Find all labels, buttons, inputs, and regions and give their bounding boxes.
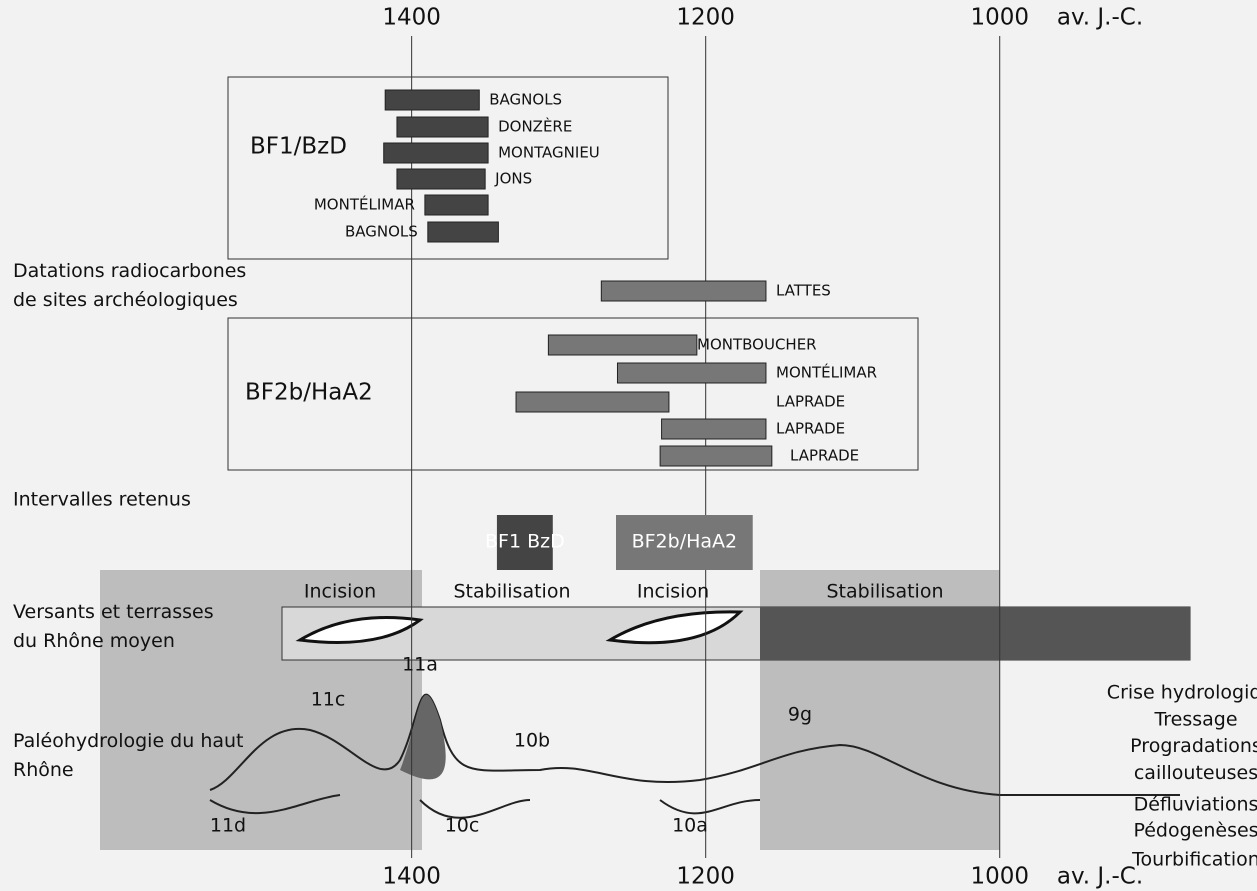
date-bar xyxy=(396,168,486,190)
date-bar xyxy=(600,280,767,302)
site-label: MONTÉLIMAR xyxy=(314,195,415,214)
date-bar xyxy=(424,194,489,216)
interval-box xyxy=(496,515,553,570)
date-bar xyxy=(383,142,489,164)
date-bar xyxy=(384,89,480,111)
site-label: LAPRADE xyxy=(776,420,845,438)
row-label: Datations radiocarbones de sites archéolo… xyxy=(13,260,246,311)
curve-label: 9g xyxy=(788,704,812,726)
group-box xyxy=(227,317,919,471)
site-label: MONTÉLIMAR xyxy=(776,363,877,382)
curve-label: 11c xyxy=(311,689,346,711)
curve-label: 10a xyxy=(672,815,708,837)
phase-label: Stabilisation xyxy=(827,581,944,603)
site-label: LAPRADE xyxy=(790,447,859,465)
site-label: DONZÈRE xyxy=(498,117,572,136)
date-bar xyxy=(616,362,767,384)
site-label: LATTES xyxy=(776,282,831,300)
curve-label: 11a xyxy=(402,654,438,676)
paleohydrology-curve xyxy=(209,693,1180,796)
axis-unit: av. J.-C. xyxy=(1057,5,1143,31)
x-tick-label: 1000 xyxy=(970,5,1029,31)
group-label: BF2b/HaA2 xyxy=(245,380,373,406)
date-bar xyxy=(547,334,698,356)
phase-label: Stabilisation xyxy=(454,581,571,603)
site-label: LAPRADE xyxy=(776,393,845,411)
terrace-stable xyxy=(760,607,1190,660)
row-label: Paléohydrologie du haut Rhône xyxy=(13,730,244,781)
x-tick-label: 1400 xyxy=(382,864,441,890)
curve-lows xyxy=(209,794,761,819)
phase-label: Incision xyxy=(304,581,376,603)
site-label: BAGNOLS xyxy=(489,91,562,109)
x-tick-label: 1400 xyxy=(382,5,441,31)
site-label: BAGNOLS xyxy=(345,223,418,241)
axis-unit: av. J.-C. xyxy=(1057,864,1143,890)
legend-text: Progradations caillouteuses xyxy=(1130,735,1257,784)
curve-label: 11d xyxy=(210,815,246,837)
date-bar xyxy=(515,391,670,413)
site-label: JONS xyxy=(494,170,532,188)
legend-text: Tourbification xyxy=(1131,849,1257,871)
legend-text: Crise hydrologique xyxy=(1107,682,1257,704)
x-tick-label: 1200 xyxy=(676,864,735,890)
row-label: Versants et terrasses du Rhône moyen xyxy=(13,601,214,652)
x-tick-label: 1200 xyxy=(676,5,735,31)
row-label: Intervalles retenus xyxy=(13,489,191,511)
group-label: BF1/BzD xyxy=(250,134,347,160)
date-bar xyxy=(427,221,499,243)
legend-text: Pédogenèses xyxy=(1133,820,1257,842)
interval-box xyxy=(616,515,753,570)
group-box xyxy=(227,76,669,260)
curve-label: 10b xyxy=(514,730,550,752)
site-label: MONTAGNIEU xyxy=(498,144,600,162)
incision-lens xyxy=(295,610,744,645)
date-bar xyxy=(659,445,773,467)
date-bar xyxy=(661,418,767,440)
date-bar xyxy=(396,116,489,138)
site-label: MONTBOUCHER xyxy=(697,336,817,354)
phase-label: Incision xyxy=(637,581,709,603)
interval-label: BF1 BzD xyxy=(485,531,565,553)
legend-text: Défluviations xyxy=(1134,794,1257,816)
legend-text: Tressage xyxy=(1153,709,1237,731)
x-tick-label: 1000 xyxy=(970,864,1029,890)
interval-label: BF2b/HaA2 xyxy=(632,531,738,553)
curve-label: 10c xyxy=(445,815,480,837)
